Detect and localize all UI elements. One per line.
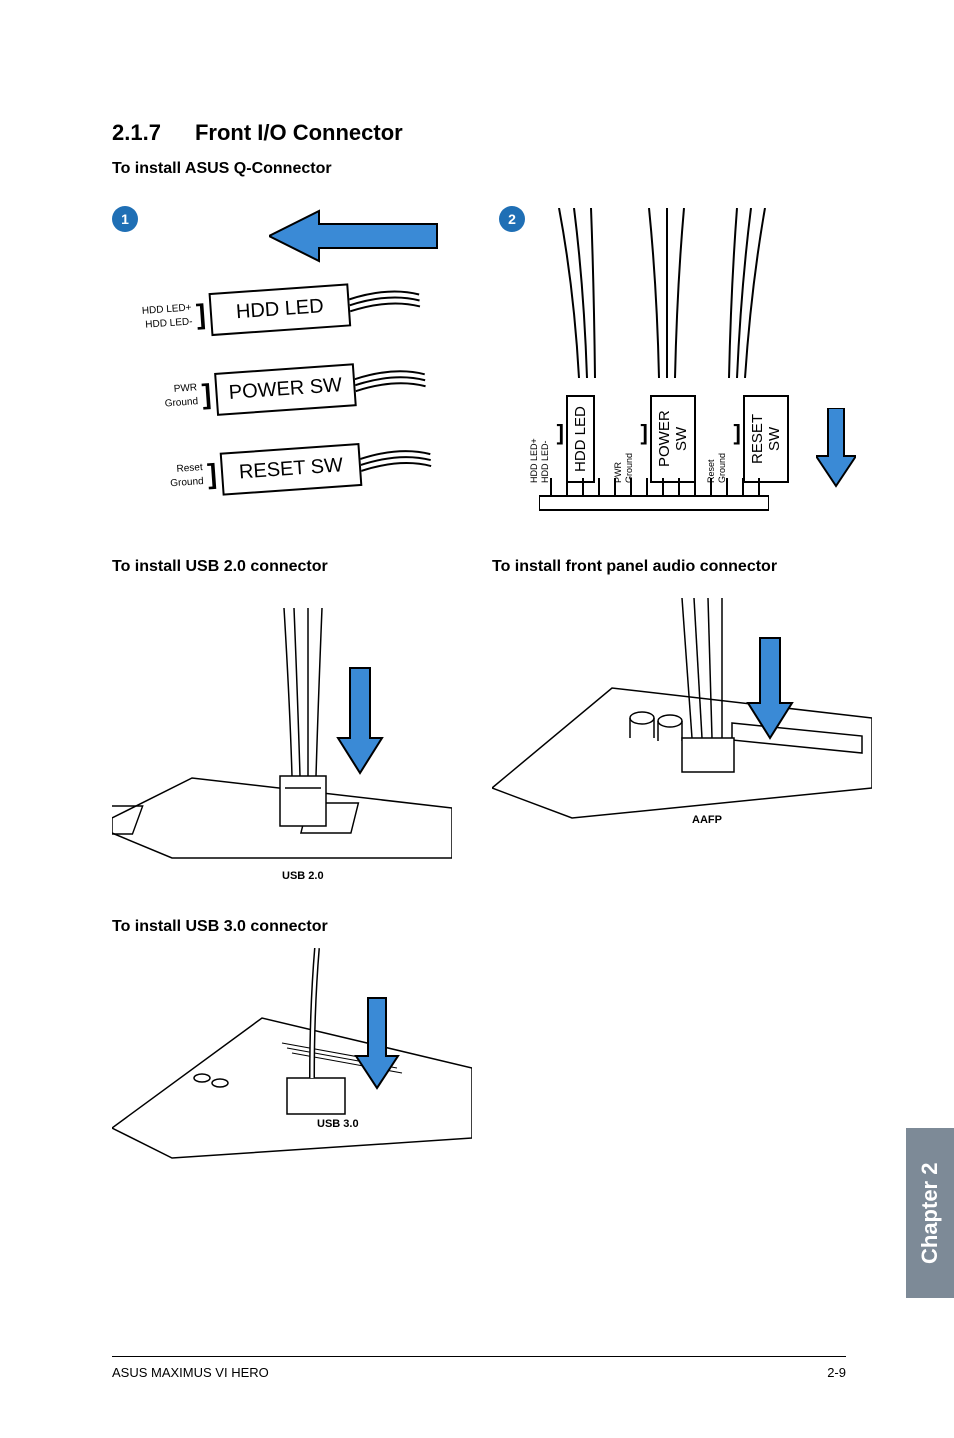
- pin-labels-vertical: PWR Ground: [613, 423, 635, 483]
- usb30-diagram: [112, 948, 472, 1168]
- bracket-icon: ]: [641, 420, 648, 446]
- connector-label: POWER SW: [214, 363, 357, 416]
- bracket-icon: ]: [733, 420, 740, 446]
- qconnector-row: Reset Ground ] RESET SW: [115, 427, 439, 513]
- qconnector-block: HDD LED+ HDD LED- ] HDD LED PWR Ground ]: [104, 267, 440, 529]
- usb30-label: USB 3.0: [317, 1118, 359, 1130]
- connector-label: RESET SW: [220, 443, 363, 496]
- connector-label: HDD LED: [208, 283, 351, 336]
- wires-vertical-icon: [529, 208, 789, 378]
- qconnector-row: PWR Ground ] POWER SW: [110, 347, 434, 433]
- usb20-label: USB 2.0: [282, 870, 324, 882]
- pin-labels-vertical: HDD LED+ HDD LED-: [529, 423, 551, 483]
- vertical-connector-group: HDD LED+ HDD LED- ] HDD LED PWR Ground ]…: [529, 208, 789, 483]
- connector-label: RESET SW: [743, 395, 789, 483]
- figure-usb20: USB 2.0: [112, 588, 452, 888]
- vertical-connector-row: HDD LED+ HDD LED- ] HDD LED PWR Ground ]…: [529, 383, 789, 483]
- bracket-icon: ]: [202, 458, 222, 491]
- footer-page-number: 2-9: [827, 1365, 846, 1380]
- wires-icon: [354, 364, 432, 399]
- connector-label: HDD LED: [566, 395, 595, 483]
- step-badge-1: 1: [112, 206, 138, 232]
- pin-labels: Reset Ground: [116, 461, 204, 495]
- bracket-icon: ]: [557, 420, 564, 446]
- figure-usb30: USB 3.0: [112, 948, 472, 1178]
- figure-qconnector-step1: 1 HDD LED+ HDD LED- ] HDD LED: [112, 198, 459, 528]
- bracket-icon: ]: [191, 298, 211, 331]
- page-footer: ASUS MAXIMUS VI HERO 2-9: [112, 1356, 846, 1380]
- section-title-text: Front I/O Connector: [195, 120, 403, 145]
- bracket-icon: ]: [197, 378, 217, 411]
- step-badge-2: 2: [499, 206, 525, 232]
- usb20-diagram: [112, 588, 452, 878]
- aafp-diagram: [492, 588, 872, 838]
- footer-product: ASUS MAXIMUS VI HERO: [112, 1365, 269, 1380]
- qconnector-row: HDD LED+ HDD LED- ] HDD LED: [104, 267, 428, 353]
- audio-heading: To install front panel audio connector: [492, 558, 872, 576]
- pin-labels: PWR Ground: [111, 381, 199, 415]
- arrow-left-icon: [269, 206, 439, 266]
- header-pins-icon: [539, 478, 769, 518]
- pin-labels: HDD LED+ HDD LED-: [105, 301, 193, 335]
- aafp-label: AAFP: [692, 814, 722, 826]
- pin-label: HDD LED-: [540, 440, 550, 483]
- figure-aafp: AAFP: [492, 588, 872, 848]
- pin-labels-vertical: Reset Ground: [706, 423, 728, 483]
- wires-icon: [349, 284, 427, 319]
- usb30-heading: To install USB 3.0 connector: [112, 918, 846, 936]
- wires-icon: [360, 444, 438, 479]
- qconnector-heading: To install ASUS Q-Connector: [112, 160, 846, 178]
- usb20-heading: To install USB 2.0 connector: [112, 558, 452, 576]
- arrow-down-icon: [816, 408, 856, 488]
- section-number: 2.1.7: [112, 120, 161, 146]
- chapter-tab: Chapter 2: [906, 1128, 954, 1298]
- section-heading: 2.1.7 Front I/O Connector: [112, 120, 846, 146]
- figure-qconnector-step2: 2 HDD LED+ HDD LED-: [499, 198, 846, 528]
- connector-label: POWER SW: [650, 395, 696, 483]
- pin-label: HDD LED+: [529, 438, 539, 483]
